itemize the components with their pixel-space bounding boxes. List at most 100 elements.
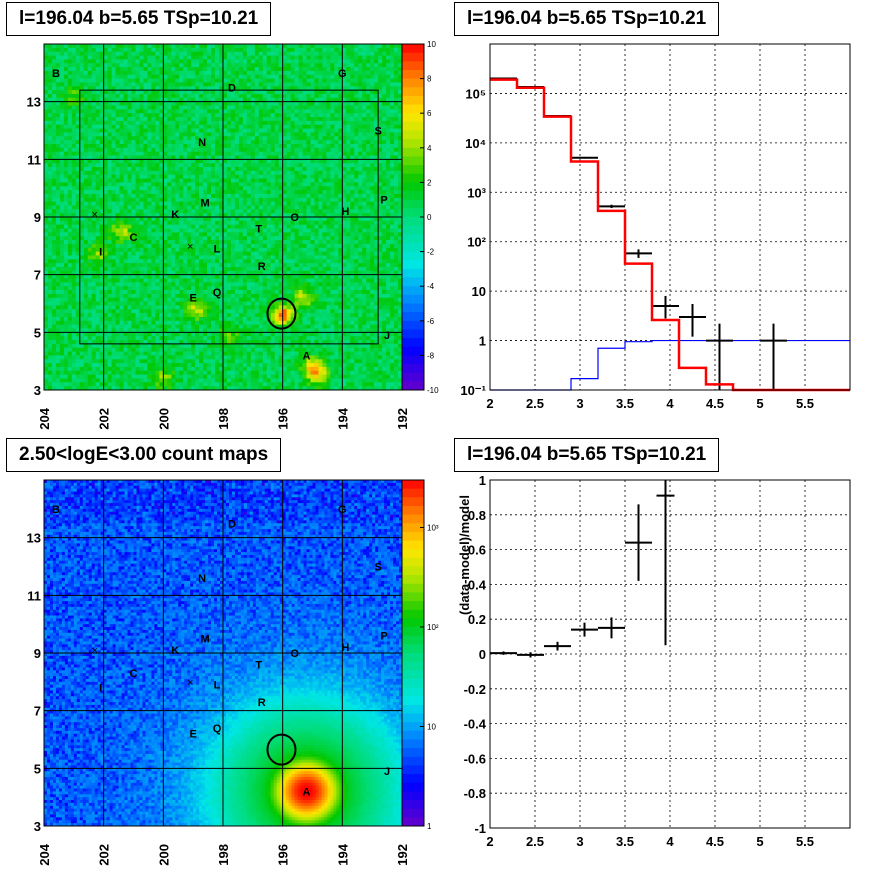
colorbar-tick-label: 1 — [427, 822, 432, 831]
source-label: R — [258, 697, 266, 709]
source-label: E — [189, 729, 196, 741]
x-tick-label: 196 — [276, 408, 291, 430]
y-tick-label: 1 — [479, 473, 486, 488]
y-tick-label: -0.6 — [464, 751, 486, 766]
y-tick-label: 10⁻¹ — [460, 383, 486, 398]
source-label: H — [341, 642, 349, 654]
y-tick-label: -0.2 — [464, 682, 486, 697]
source-label: L — [214, 244, 221, 256]
source-label: C — [130, 232, 138, 244]
ratio-plot: 2 2.5 3 3.5 4 4.5 5 5.5-1-0.8-0.6-0.4-0.200.20.… — [457, 473, 850, 849]
x-tick-label: 5 — [756, 396, 763, 411]
x-tick-label: 198 — [216, 408, 231, 430]
source-label: E — [189, 293, 196, 305]
source-label: D — [228, 82, 236, 94]
y-axis-label: (data-model)/model — [457, 495, 472, 615]
y-tick-label: 10⁵ — [465, 86, 486, 101]
colorbar-tick-label: 8 — [427, 75, 432, 84]
source-cross: × — [91, 209, 97, 221]
colorbar-tick-label: 4 — [427, 144, 432, 153]
y-tick-label: 7 — [34, 268, 41, 283]
x-tick-label: 4 — [666, 834, 674, 849]
x-tick-label: 3 — [576, 834, 583, 849]
x-tick-label: 202 — [97, 844, 112, 866]
x-tick-label: 2 — [486, 834, 493, 849]
ratio-point — [544, 642, 571, 651]
source-label: P — [380, 631, 387, 643]
source-label: T — [255, 224, 262, 236]
colorbar-tick-label: 0 — [427, 213, 432, 222]
source-label: Q — [213, 287, 222, 299]
source-cross: × — [187, 241, 193, 253]
source-label: B — [52, 68, 60, 80]
source-label: C — [130, 668, 138, 680]
colorbar-tick-label: -2 — [427, 248, 435, 257]
y-tick-label: 13 — [27, 531, 41, 546]
colorbar-tick-label: 2 — [427, 178, 432, 187]
data-point — [625, 249, 652, 258]
x-tick-label: 194 — [335, 843, 350, 865]
y-tick-label: 10² — [467, 235, 486, 250]
y-tick-label: 9 — [34, 646, 41, 661]
y-tick-label: 9 — [34, 210, 41, 225]
x-tick-label: 4.5 — [706, 396, 724, 411]
data-point — [706, 324, 733, 390]
colorbar-tick-label: -4 — [427, 282, 435, 291]
source-label: G — [338, 504, 347, 516]
x-tick-label: 5.5 — [796, 834, 814, 849]
y-tick-label: 10³ — [467, 185, 486, 200]
source-label: O — [290, 212, 299, 224]
y-tick-label: 3 — [34, 819, 41, 834]
colorbar-tick-label: -6 — [427, 317, 435, 326]
source-label: A — [303, 350, 311, 362]
source-label: R — [258, 261, 266, 273]
ratio-point — [571, 623, 598, 637]
x-tick-label: 3.5 — [616, 396, 634, 411]
data-point — [571, 157, 598, 159]
source-label: N — [198, 573, 206, 585]
source-label: I — [99, 683, 102, 695]
source-label: P — [380, 195, 387, 207]
source-label: O — [290, 648, 299, 660]
colorbar-tick-label: 10 — [427, 722, 436, 731]
colorbar-tick-label: -10 — [427, 386, 439, 395]
source-cross: × — [187, 677, 193, 689]
source-label: B — [52, 504, 60, 516]
x-tick-label: 196 — [276, 844, 291, 866]
y-tick-label: 3 — [34, 383, 41, 398]
source-label: S — [374, 126, 381, 138]
y-tick-label: 13 — [27, 95, 41, 110]
y-tick-label: 5 — [34, 761, 41, 776]
colorbar-tick-label: 10³ — [427, 523, 439, 532]
x-tick-label: 194 — [335, 407, 350, 429]
source-label: H — [341, 206, 349, 218]
source-label: D — [228, 518, 236, 530]
x-tick-label: 192 — [395, 408, 410, 430]
data-point — [760, 324, 787, 390]
source-label: S — [374, 562, 381, 574]
source-label: I — [99, 247, 102, 259]
y-tick-label: 10⁴ — [465, 136, 486, 151]
data-point — [679, 304, 706, 337]
source-label: K — [171, 209, 179, 221]
source-label: A — [303, 786, 311, 798]
colorbar-tick-label: -8 — [427, 351, 435, 360]
source-label: J — [384, 330, 390, 342]
source-label: Q — [213, 723, 222, 735]
y-tick-label: 5 — [34, 325, 41, 340]
y-tick-label: 11 — [27, 588, 41, 603]
y-tick-label: -0.8 — [464, 786, 486, 801]
x-tick-label: 2.5 — [526, 396, 544, 411]
source-cross: × — [91, 645, 97, 657]
source-label: M — [201, 198, 210, 210]
ratio-point — [517, 652, 544, 657]
x-tick-label: 204 — [37, 407, 52, 429]
x-tick-label: 202 — [97, 408, 112, 430]
y-tick-label: 0 — [479, 647, 486, 662]
